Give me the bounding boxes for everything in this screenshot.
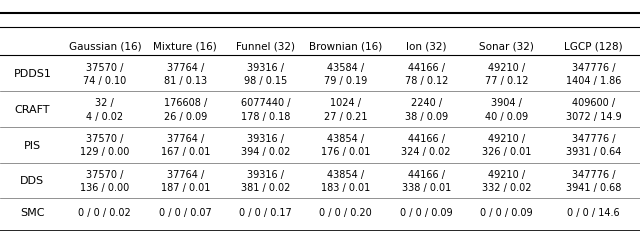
Text: 0 / 0 / 0.09: 0 / 0 / 0.09 (480, 207, 533, 217)
Text: Mixture (16): Mixture (16) (154, 42, 217, 52)
Text: 409600 /
3072 / 14.9: 409600 / 3072 / 14.9 (566, 98, 621, 121)
Text: 6077440 /
178 / 0.18: 6077440 / 178 / 0.18 (241, 98, 291, 121)
Text: 0 / 0 / 0.09: 0 / 0 / 0.09 (400, 207, 452, 217)
Text: Sonar (32): Sonar (32) (479, 42, 534, 52)
Text: 0 / 0 / 0.07: 0 / 0 / 0.07 (159, 207, 212, 217)
Text: PDDS1: PDDS1 (13, 69, 51, 79)
Text: 0 / 0 / 0.02: 0 / 0 / 0.02 (79, 207, 131, 217)
Text: 3904 /
40 / 0.09: 3904 / 40 / 0.09 (485, 98, 528, 121)
Text: CRAFT: CRAFT (15, 105, 50, 115)
Text: Ion (32): Ion (32) (406, 42, 447, 52)
Text: 2240 /
38 / 0.09: 2240 / 38 / 0.09 (404, 98, 448, 121)
Text: 176608 /
26 / 0.09: 176608 / 26 / 0.09 (164, 98, 207, 121)
Text: 1024 /
27 / 0.21: 1024 / 27 / 0.21 (324, 98, 367, 121)
Text: 32 /
4 / 0.02: 32 / 4 / 0.02 (86, 98, 124, 121)
Text: 49210 /
326 / 0.01: 49210 / 326 / 0.01 (482, 134, 531, 157)
Text: 0 / 0 / 0.17: 0 / 0 / 0.17 (239, 207, 292, 217)
Text: 347776 /
3941 / 0.68: 347776 / 3941 / 0.68 (566, 169, 621, 192)
Text: 39316 /
381 / 0.02: 39316 / 381 / 0.02 (241, 169, 290, 192)
Text: 43854 /
183 / 0.01: 43854 / 183 / 0.01 (321, 169, 371, 192)
Text: Gaussian (16): Gaussian (16) (68, 42, 141, 52)
Text: 39316 /
394 / 0.02: 39316 / 394 / 0.02 (241, 134, 290, 157)
Text: 43584 /
79 / 0.19: 43584 / 79 / 0.19 (324, 62, 367, 85)
Text: 0 / 0 / 14.6: 0 / 0 / 14.6 (567, 207, 620, 217)
Text: 37570 /
129 / 0.00: 37570 / 129 / 0.00 (80, 134, 129, 157)
Text: Brownian (16): Brownian (16) (309, 42, 383, 52)
Text: SMC: SMC (20, 207, 45, 217)
Text: 43854 /
176 / 0.01: 43854 / 176 / 0.01 (321, 134, 371, 157)
Text: 37570 /
136 / 0.00: 37570 / 136 / 0.00 (80, 169, 129, 192)
Text: 44166 /
324 / 0.02: 44166 / 324 / 0.02 (401, 134, 451, 157)
Text: Funnel (32): Funnel (32) (236, 42, 295, 52)
Text: PIS: PIS (24, 140, 41, 150)
Text: 37764 /
167 / 0.01: 37764 / 167 / 0.01 (161, 134, 210, 157)
Text: LGCP (128): LGCP (128) (564, 42, 623, 52)
Text: DDS: DDS (20, 176, 44, 186)
Text: 37764 /
187 / 0.01: 37764 / 187 / 0.01 (161, 169, 210, 192)
Text: 49210 /
332 / 0.02: 49210 / 332 / 0.02 (482, 169, 531, 192)
Text: 49210 /
77 / 0.12: 49210 / 77 / 0.12 (485, 62, 528, 85)
Text: 0 / 0 / 0.20: 0 / 0 / 0.20 (319, 207, 372, 217)
Text: 44166 /
338 / 0.01: 44166 / 338 / 0.01 (401, 169, 451, 192)
Text: 347776 /
3931 / 0.64: 347776 / 3931 / 0.64 (566, 134, 621, 157)
Text: 37570 /
74 / 0.10: 37570 / 74 / 0.10 (83, 62, 127, 85)
Text: 39316 /
98 / 0.15: 39316 / 98 / 0.15 (244, 62, 287, 85)
Text: 44166 /
78 / 0.12: 44166 / 78 / 0.12 (404, 62, 448, 85)
Text: 347776 /
1404 / 1.86: 347776 / 1404 / 1.86 (566, 62, 621, 85)
Text: 37764 /
81 / 0.13: 37764 / 81 / 0.13 (164, 62, 207, 85)
